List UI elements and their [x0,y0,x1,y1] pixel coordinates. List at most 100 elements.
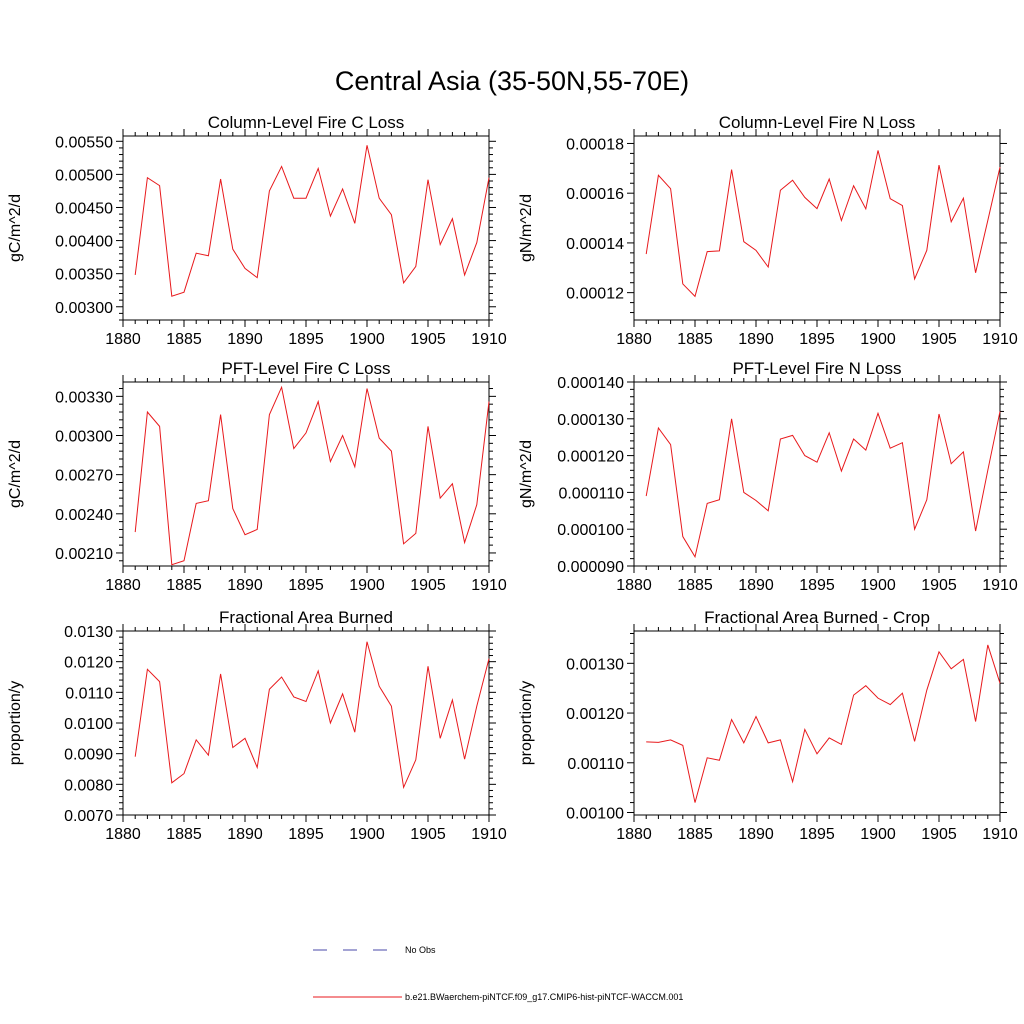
panel-title: PFT-Level Fire C Loss [221,359,390,378]
x-tick-label: 1895 [799,826,835,843]
panel-title: Column-Level Fire C Loss [208,113,405,132]
panel-title: Fractional Area Burned [219,608,393,627]
y-tick-label: 0.00100 [566,806,624,823]
series-line-1 [134,385,490,566]
y-tick-label: 0.0130 [64,624,113,641]
y-tick-label: 0.00270 [55,468,113,485]
y-tick-label: 0.00400 [55,234,113,251]
x-tick-label: 1880 [616,331,652,348]
y-tick-label: 0.0090 [64,747,113,764]
chart-panel-4: PFT-Level Fire N Loss 1880 1885 1890 1895 190… [518,359,1018,594]
legend-label-model-run: b.e21.BWaerchem-piNTCF.f09_g17.CMIP6-his… [405,992,683,1002]
series-line-1 [645,411,1001,559]
y-axis-label: gN/m^2/d [518,440,535,508]
chart-panel-3: PFT-Level Fire C Loss 1880 1885 1890 1895 190… [7,359,507,594]
x-tick-label: 1905 [921,826,957,843]
y-tick-label: 0.00450 [55,200,113,217]
x-tick-label: 1910 [982,826,1018,843]
plot-frame [633,135,1001,321]
x-tick-label: 1900 [349,826,385,843]
x-tick-label: 1890 [227,331,263,348]
plot-frame [122,381,490,567]
y-tick-label: 0.0100 [64,716,113,733]
x-tick-label: 1905 [921,577,957,594]
panel-title: Fractional Area Burned - Crop [704,608,930,627]
y-tick-label: 0.000130 [557,412,624,429]
x-tick-label: 1910 [982,331,1018,348]
y-tick-label: 0.00130 [566,656,624,673]
plot-frame [633,630,1001,816]
y-axis-label: gN/m^2/d [518,194,535,262]
y-axis-label: gC/m^2/d [7,194,24,262]
x-tick-label: 1890 [227,577,263,594]
y-tick-label: 0.00014 [566,236,624,253]
x-tick-label: 1895 [799,331,835,348]
x-tick-label: 1900 [860,331,896,348]
x-tick-label: 1895 [799,577,835,594]
x-tick-label: 1885 [677,331,713,348]
y-tick-label: 0.00330 [55,389,113,406]
x-tick-label: 1880 [105,331,141,348]
x-tick-label: 1905 [921,331,957,348]
y-axis-label: proportion/y [7,681,24,766]
legend-entry-model-run: b.e21.BWaerchem-piNTCF.f09_g17.CMIP6-his… [313,992,683,1002]
x-tick-label: 1885 [677,826,713,843]
y-tick-label: 0.000120 [557,449,624,466]
x-tick-label: 1900 [860,577,896,594]
y-tick-label: 0.0080 [64,777,113,794]
x-tick-label: 1890 [738,826,774,843]
y-tick-label: 0.000110 [558,485,624,502]
x-tick-label: 1900 [860,826,896,843]
x-tick-label: 1895 [288,331,324,348]
series-line-1 [134,641,490,790]
x-tick-label: 1905 [410,331,446,348]
x-tick-label: 1910 [471,577,507,594]
legend: No Obs b.e21.BWaerchem-piNTCF.f09_g17.CM… [313,945,683,1002]
x-tick-label: 1905 [410,826,446,843]
figure-title: Central Asia (35-50N,55-70E) [335,66,689,96]
series-line-1 [134,145,490,297]
panel-title: Column-Level Fire N Loss [719,113,916,132]
x-tick-label: 1895 [288,826,324,843]
chart-panel-6: Fractional Area Burned - Crop 1880 1885 189… [518,608,1018,843]
y-tick-label: 0.00500 [55,167,113,184]
x-tick-label: 1910 [471,331,507,348]
chart-panel-2: Column-Level Fire N Loss 1880 1885 1890 1895… [518,113,1018,348]
y-tick-label: 0.0070 [64,808,113,825]
y-tick-label: 0.00120 [566,706,624,723]
x-tick-label: 1900 [349,331,385,348]
y-tick-label: 0.000100 [557,522,624,539]
x-tick-label: 1885 [677,577,713,594]
x-tick-label: 1910 [471,826,507,843]
y-tick-label: 0.00110 [567,756,624,773]
x-tick-label: 1880 [105,826,141,843]
x-tick-label: 1890 [227,826,263,843]
chart-panels: Column-Level Fire C Loss 1880 1885 1890 1895… [7,113,1018,843]
x-tick-label: 1910 [982,577,1018,594]
y-tick-label: 0.00240 [55,507,113,524]
y-axis-label: gC/m^2/d [7,440,24,508]
y-tick-label: 0.00350 [55,267,113,284]
y-tick-label: 0.00300 [55,429,113,446]
y-tick-label: 0.00016 [566,186,624,203]
x-tick-label: 1890 [738,577,774,594]
y-tick-label: 0.00018 [566,136,624,153]
x-tick-label: 1900 [349,577,385,594]
plot-frame [633,381,1001,567]
x-tick-label: 1895 [288,577,324,594]
chart-panel-1: Column-Level Fire C Loss 1880 1885 1890 1895… [7,113,507,348]
legend-label-no-obs: No Obs [405,945,436,955]
y-tick-label: 0.00550 [55,134,113,151]
series-line-1 [646,644,1001,803]
plot-frame [122,630,490,816]
y-tick-label: 0.00012 [566,286,624,303]
x-tick-label: 1880 [616,577,652,594]
y-tick-label: 0.00210 [55,546,113,563]
legend-entry-no-obs: No Obs [313,945,436,955]
panel-title: PFT-Level Fire N Loss [732,359,901,378]
x-tick-label: 1905 [410,577,446,594]
plot-frame [122,135,490,321]
y-tick-label: 0.0120 [64,655,113,672]
y-tick-label: 0.000090 [557,559,624,576]
